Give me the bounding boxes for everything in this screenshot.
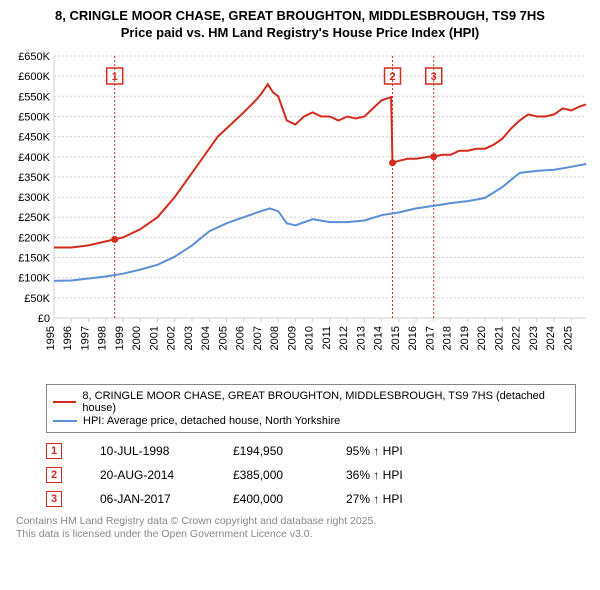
chart-svg: £0 £50K £100K £150K £200K £250K £300K £350K £400… [8,48,592,378]
chart-title: 8, CRINGLE MOOR CHASE, GREAT BROUGHTON, … [8,8,592,42]
sale-hpi: 27% ↑ HPI [346,492,426,506]
svg-text:2022: 2022 [511,326,523,350]
svg-text:2021: 2021 [493,326,505,350]
svg-text:2024: 2024 [545,326,557,350]
sale-hpi: 95% ↑ HPI [346,444,426,458]
svg-text:2014: 2014 [373,326,385,350]
svg-text:2010: 2010 [304,326,316,350]
sale-row: 1 10-JUL-1998 £194,950 95% ↑ HPI [46,443,592,459]
svg-text:3: 3 [431,71,437,83]
sale-marker: 2 [46,467,62,483]
sale-date: 10-JUL-1998 [100,444,195,458]
sale-marker: 1 [46,443,62,459]
sale-date: 06-JAN-2017 [100,492,195,506]
sales-table: 1 10-JUL-1998 £194,950 95% ↑ HPI 2 20-AUG-201… [46,443,592,507]
legend-label: 8, CRINGLE MOOR CHASE, GREAT BROUGHTON, … [82,390,569,414]
svg-text:1: 1 [112,71,118,83]
sale-date: 20-AUG-2014 [100,468,195,482]
title-line-2: Price paid vs. HM Land Registry's House … [8,25,592,42]
svg-text:£0: £0 [38,313,50,325]
legend-row: 8, CRINGLE MOOR CHASE, GREAT BROUGHTON, … [53,390,569,414]
svg-text:1995: 1995 [45,326,57,350]
legend-row: HPI: Average price, detached house, Nort… [53,415,569,427]
svg-text:£500K: £500K [18,111,50,123]
footer-line-1: Contains HM Land Registry data © Crown c… [16,515,592,529]
footer-attribution: Contains HM Land Registry data © Crown c… [16,515,592,542]
svg-text:2009: 2009 [286,326,298,350]
sale-price: £385,000 [233,468,308,482]
svg-text:£450K: £450K [18,131,50,143]
svg-text:1999: 1999 [114,326,126,350]
svg-text:£350K: £350K [18,172,50,184]
svg-text:£200K: £200K [18,232,50,244]
sale-row: 3 06-JAN-2017 £400,000 27% ↑ HPI [46,491,592,507]
svg-text:2017: 2017 [424,326,436,350]
svg-text:2015: 2015 [390,326,402,350]
footer-line-2: This data is licensed under the Open Gov… [16,528,592,542]
svg-text:£100K: £100K [18,272,50,284]
svg-text:2002: 2002 [166,326,178,350]
svg-text:2004: 2004 [200,326,212,350]
title-line-1: 8, CRINGLE MOOR CHASE, GREAT BROUGHTON, … [8,8,592,25]
price-chart: £0 £50K £100K £150K £200K £250K £300K £350K £400… [8,48,592,378]
svg-text:2003: 2003 [183,326,195,350]
svg-text:2018: 2018 [442,326,454,350]
svg-text:£300K: £300K [18,192,50,204]
legend-swatch [53,420,77,422]
svg-text:2001: 2001 [148,326,160,350]
svg-text:2013: 2013 [355,326,367,350]
svg-text:2025: 2025 [562,326,574,350]
sale-marker: 3 [46,491,62,507]
svg-text:2016: 2016 [407,326,419,350]
svg-text:£550K: £550K [18,91,50,103]
svg-text:£150K: £150K [18,252,50,264]
svg-text:2006: 2006 [235,326,247,350]
svg-text:2000: 2000 [131,326,143,350]
sale-price: £194,950 [233,444,308,458]
sale-row: 2 20-AUG-2014 £385,000 36% ↑ HPI [46,467,592,483]
legend-swatch [53,401,76,403]
svg-text:£650K: £650K [18,51,50,63]
svg-text:£250K: £250K [18,212,50,224]
svg-text:2023: 2023 [528,326,540,350]
sale-hpi: 36% ↑ HPI [346,468,426,482]
svg-text:2020: 2020 [476,326,488,350]
svg-text:2005: 2005 [217,326,229,350]
svg-text:2019: 2019 [459,326,471,350]
sale-price: £400,000 [233,492,308,506]
legend: 8, CRINGLE MOOR CHASE, GREAT BROUGHTON, … [46,384,576,433]
svg-text:2: 2 [389,71,395,83]
svg-text:£400K: £400K [18,152,50,164]
svg-text:2012: 2012 [338,326,350,350]
svg-text:2011: 2011 [321,326,333,350]
svg-text:£50K: £50K [24,293,50,305]
svg-text:£600K: £600K [18,71,50,83]
svg-text:1996: 1996 [62,326,74,350]
legend-label: HPI: Average price, detached house, Nort… [83,415,340,427]
svg-text:2007: 2007 [252,326,264,350]
svg-text:1997: 1997 [79,326,91,350]
svg-text:1998: 1998 [97,326,109,350]
svg-text:2008: 2008 [269,326,281,350]
